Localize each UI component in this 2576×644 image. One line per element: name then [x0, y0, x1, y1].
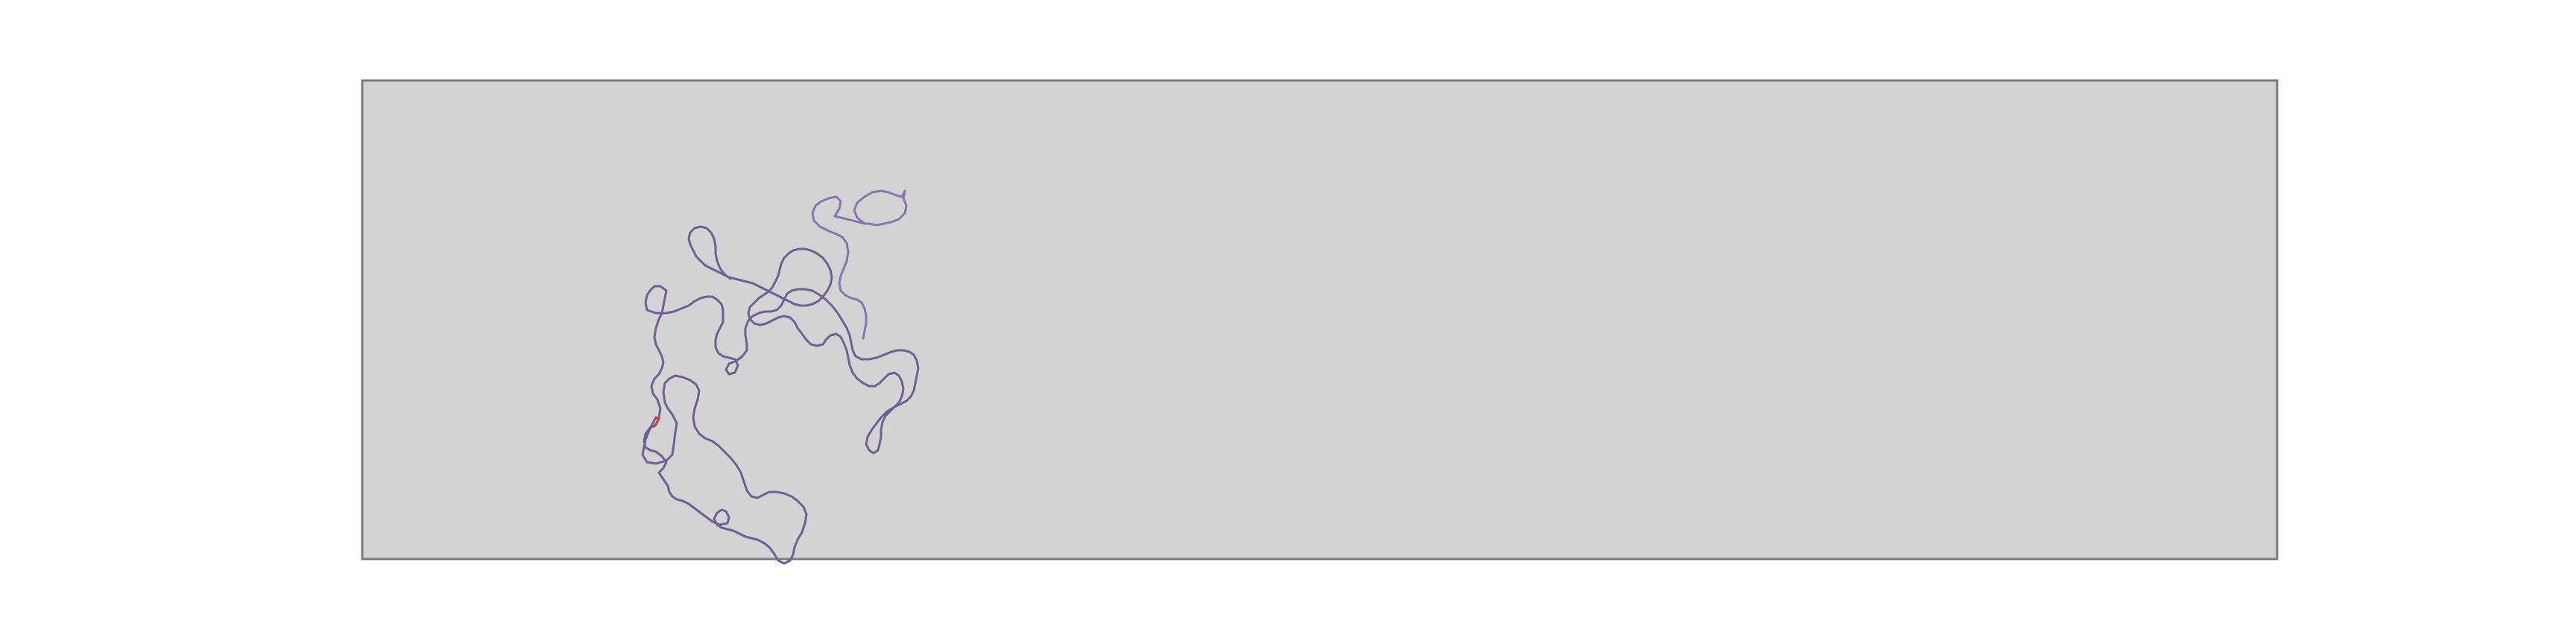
trajectory-start	[653, 416, 661, 428]
plot-background	[361, 79, 2279, 561]
trajectory-group	[641, 189, 920, 565]
trajectory-line	[641, 225, 920, 565]
trajectory-line-overlay	[811, 189, 908, 340]
